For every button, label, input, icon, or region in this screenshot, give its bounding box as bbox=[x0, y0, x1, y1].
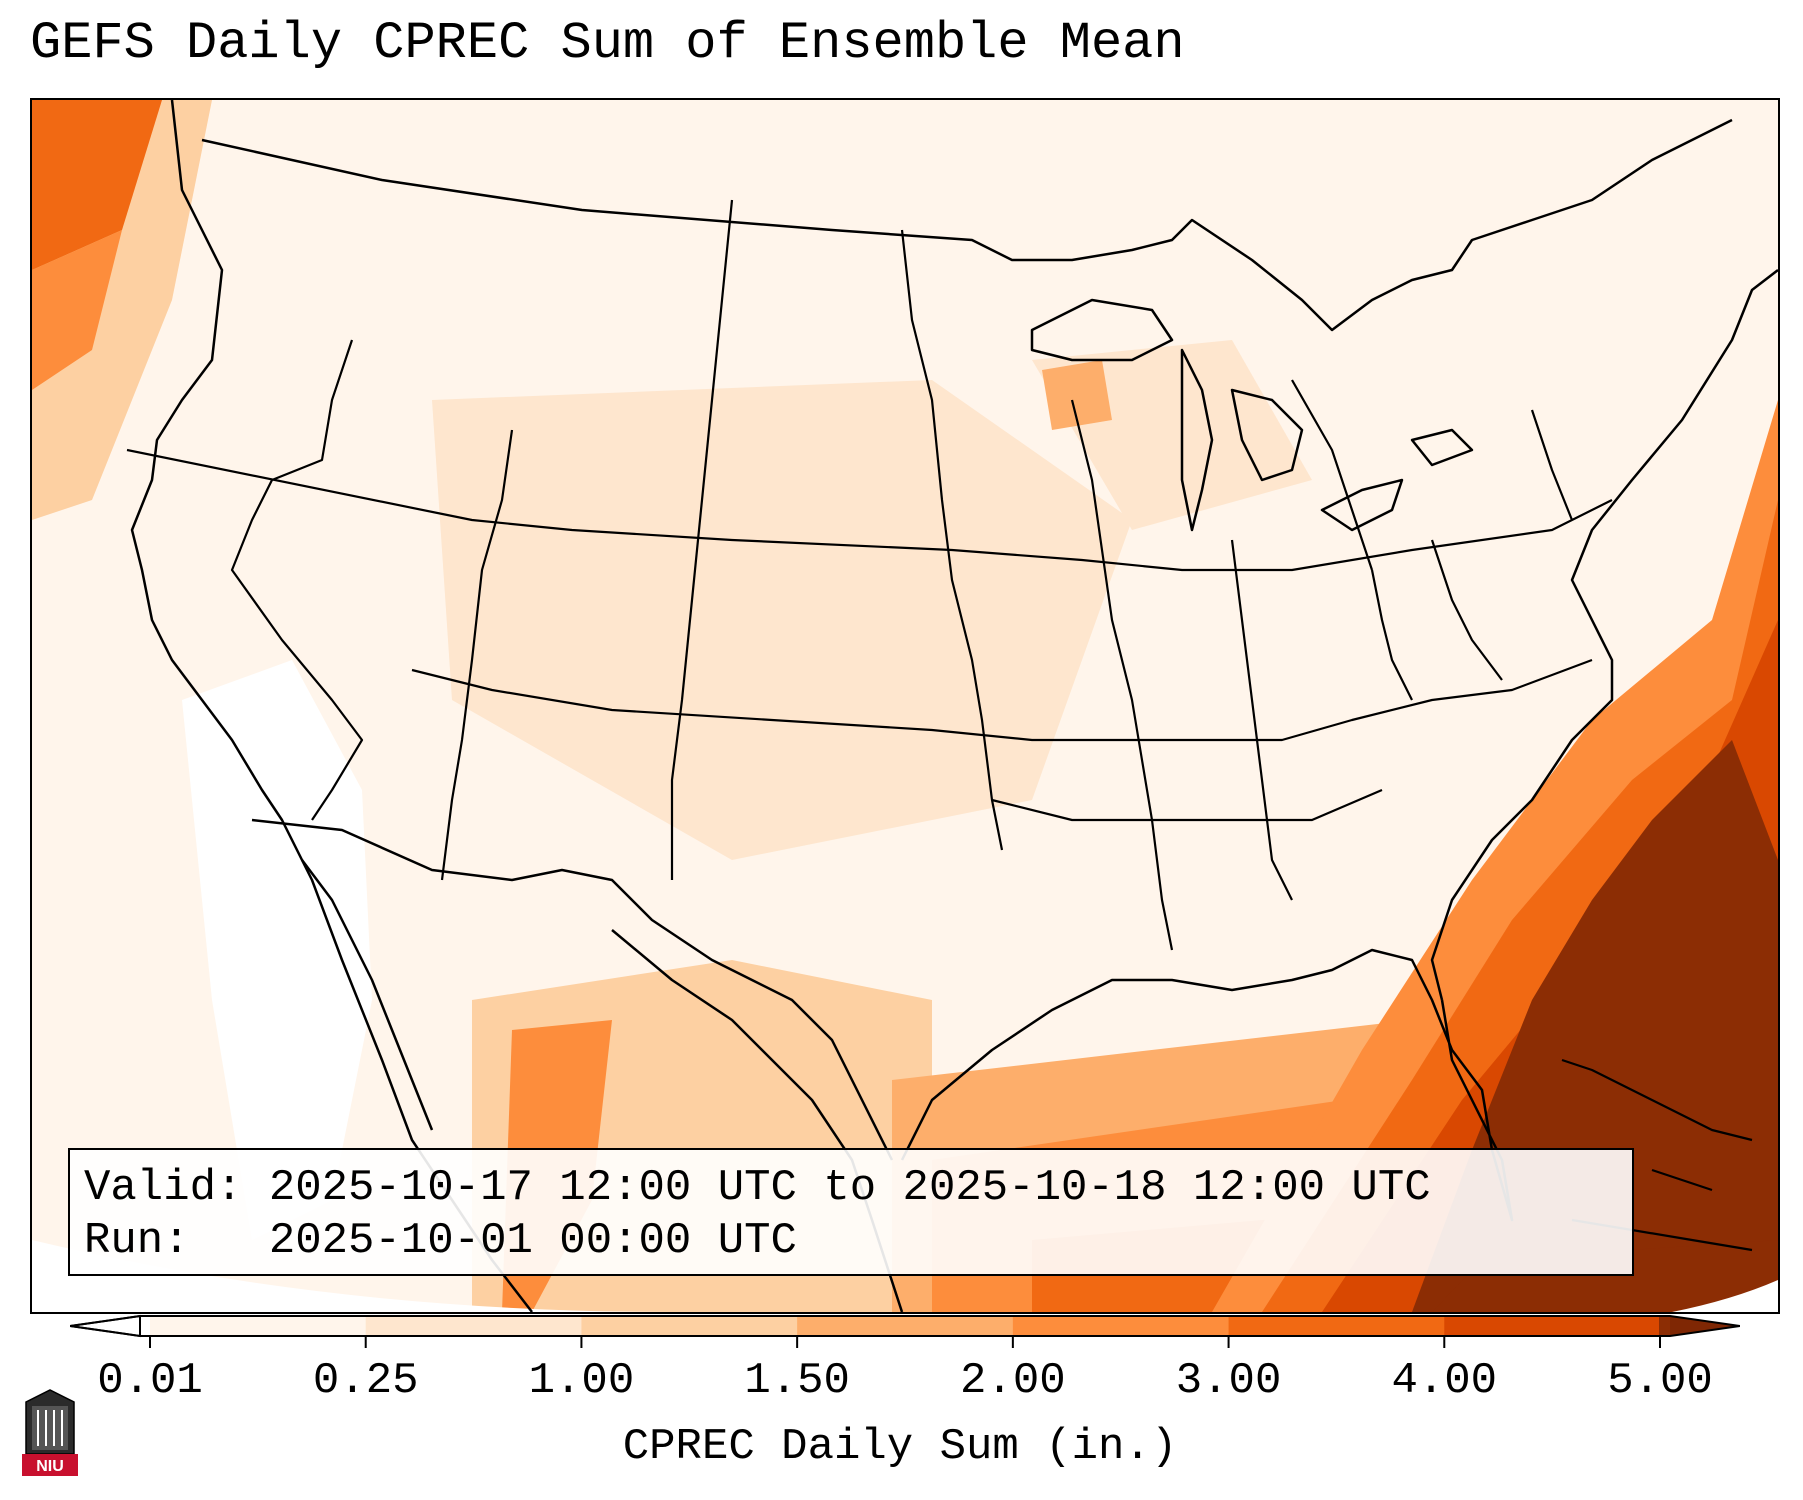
colorbar bbox=[70, 1314, 1740, 1348]
niu-logo: NIU bbox=[22, 1389, 78, 1476]
colorbar-bin-top bbox=[1659, 1316, 1670, 1336]
valid-line: Valid: 2025-10-17 12:00 UTC to 2025-10-1… bbox=[84, 1162, 1618, 1215]
precip-pacific-offshore-2 bbox=[32, 230, 122, 390]
colorbar-tick-label: 2.00 bbox=[960, 1356, 1066, 1406]
colorbar-over-arrow bbox=[1670, 1316, 1740, 1336]
colorbar-ticks bbox=[70, 1315, 1740, 1348]
projection-corner-left bbox=[32, 1240, 672, 1312]
colorbar-bin-1 bbox=[365, 1316, 582, 1336]
valid-run-info-box: Valid: 2025-10-17 12:00 UTC to 2025-10-1… bbox=[68, 1148, 1634, 1276]
coastline-baja bbox=[301, 859, 434, 1131]
valid-label: Valid: bbox=[84, 1163, 243, 1213]
border-canada bbox=[201, 118, 1733, 332]
map-canvas bbox=[32, 100, 1778, 1312]
valid-time-range: 2025-10-17 12:00 UTC to 2025-10-18 12:00… bbox=[268, 1163, 1431, 1213]
colorbar-tick-label: 5.00 bbox=[1607, 1356, 1713, 1406]
colorbar-under-arrow bbox=[70, 1314, 141, 1338]
coastline-florida-east bbox=[1430, 269, 1778, 1001]
colorbar-bin-2 bbox=[581, 1316, 798, 1336]
colorbar-bin-6 bbox=[1444, 1316, 1661, 1336]
run-time: 2025-10-01 00:00 UTC bbox=[268, 1216, 797, 1266]
colorbar-tick-label: 0.25 bbox=[312, 1356, 419, 1406]
colorbar-tick-label: 1.50 bbox=[744, 1356, 850, 1406]
colorbar-bin-5 bbox=[1228, 1316, 1445, 1336]
precip-lake-superior-patch bbox=[1042, 360, 1112, 430]
colorbar-tick-label: 1.00 bbox=[528, 1356, 635, 1406]
chart-title: GEFS Daily CPREC Sum of Ensemble Mean bbox=[30, 14, 1185, 73]
precip-plains bbox=[432, 380, 1132, 860]
colorbar-bin-0 bbox=[150, 1316, 367, 1336]
precip-minimum-california bbox=[182, 660, 372, 1240]
colorbar-segments bbox=[150, 1316, 1670, 1336]
colorbar-outline bbox=[70, 1315, 1740, 1337]
border-mexico bbox=[251, 818, 894, 1161]
run-label: Run: bbox=[84, 1216, 190, 1266]
projection-corner-right bbox=[1672, 1280, 1778, 1312]
great-lakes bbox=[1030, 298, 1474, 532]
run-line: Run: 2025-10-01 00:00 UTC bbox=[84, 1215, 1618, 1268]
colorbar-tick-label: 3.00 bbox=[1175, 1356, 1282, 1406]
precipitation-map bbox=[30, 98, 1780, 1314]
logo-text: NIU bbox=[36, 1458, 64, 1475]
colorbar-bin-4 bbox=[1012, 1316, 1230, 1336]
colorbar-tick-label: 0.01 bbox=[97, 1356, 203, 1406]
coastline-west bbox=[130, 100, 533, 1312]
colorbar-tick-label: 4.00 bbox=[1391, 1356, 1498, 1406]
precip-pacific-offshore bbox=[32, 100, 162, 270]
state-borders bbox=[126, 199, 1613, 951]
colorbar-bin-3 bbox=[797, 1316, 1014, 1336]
colorbar-label: CPREC Daily Sum (in.) bbox=[622, 1422, 1178, 1472]
precip-field bbox=[32, 100, 1778, 1312]
